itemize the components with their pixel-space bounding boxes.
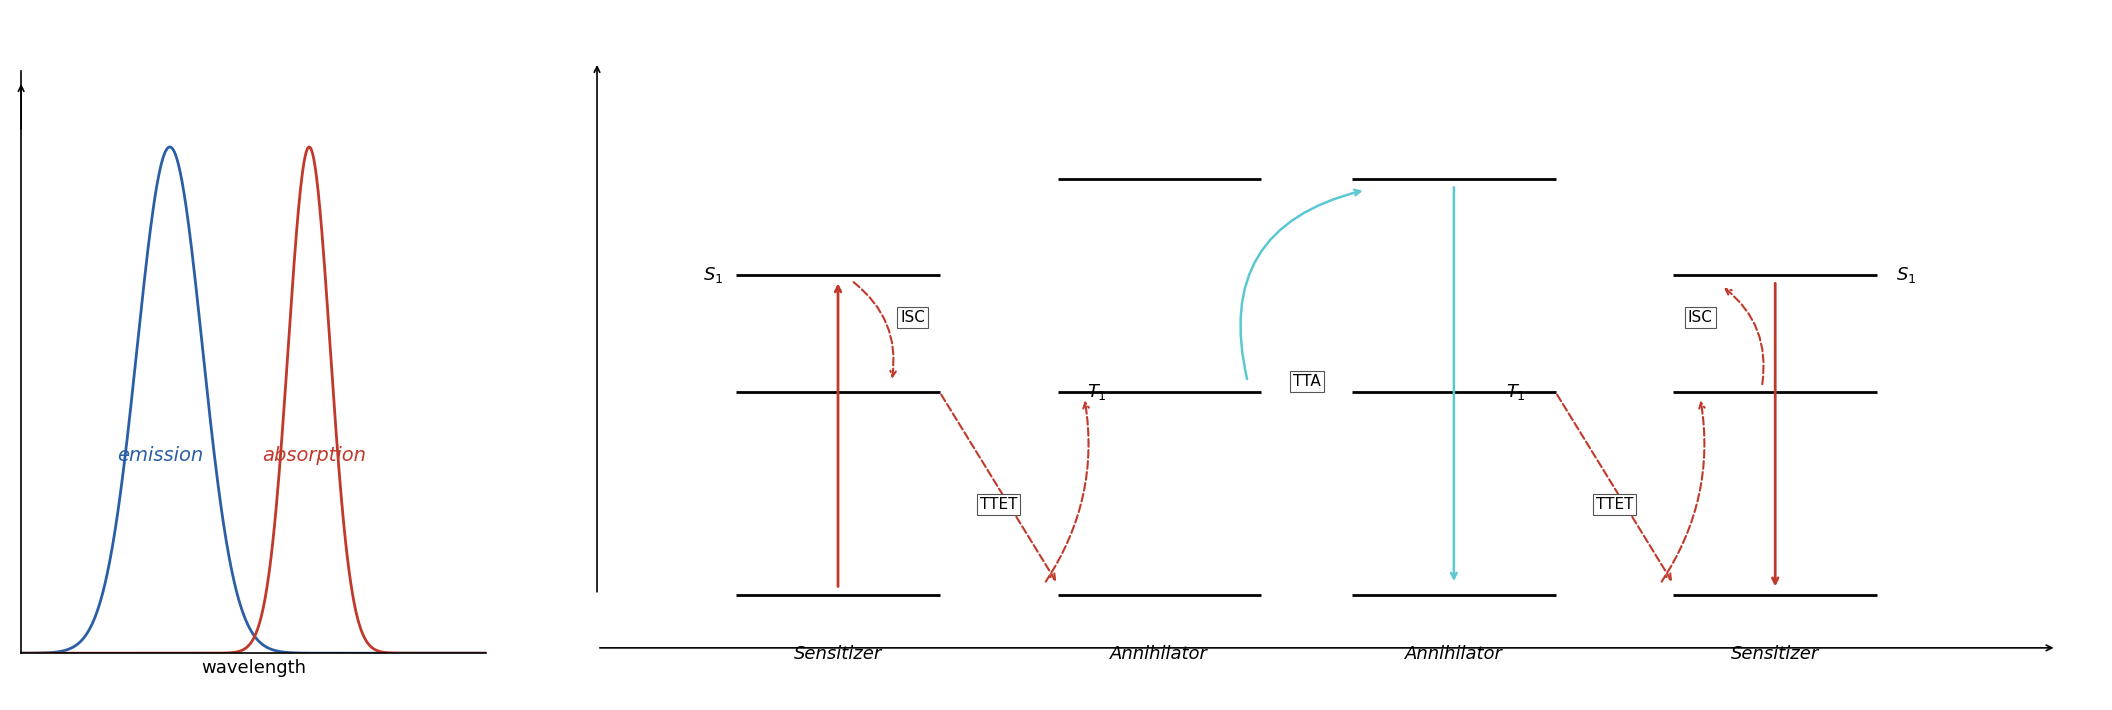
Text: $T_1$: $T_1$ [1088,382,1107,403]
Text: Sensitizer: Sensitizer [794,645,883,662]
Text: emission: emission [118,446,203,465]
Text: $T_1$: $T_1$ [1506,382,1527,403]
Text: Annihilator: Annihilator [1404,645,1504,662]
Text: TTET: TTET [1597,496,1633,512]
Text: ISC: ISC [900,310,925,325]
Text: $S_1$: $S_1$ [703,265,722,285]
Text: Annihilator: Annihilator [1111,645,1208,662]
Text: Sensitizer: Sensitizer [1732,645,1818,662]
Text: absorption: absorption [262,446,365,465]
Text: TTET: TTET [980,496,1018,512]
Text: TTA: TTA [1293,374,1320,389]
X-axis label: wavelength: wavelength [201,659,306,677]
Text: ISC: ISC [1687,310,1713,325]
Text: $S_1$: $S_1$ [1897,265,1916,285]
